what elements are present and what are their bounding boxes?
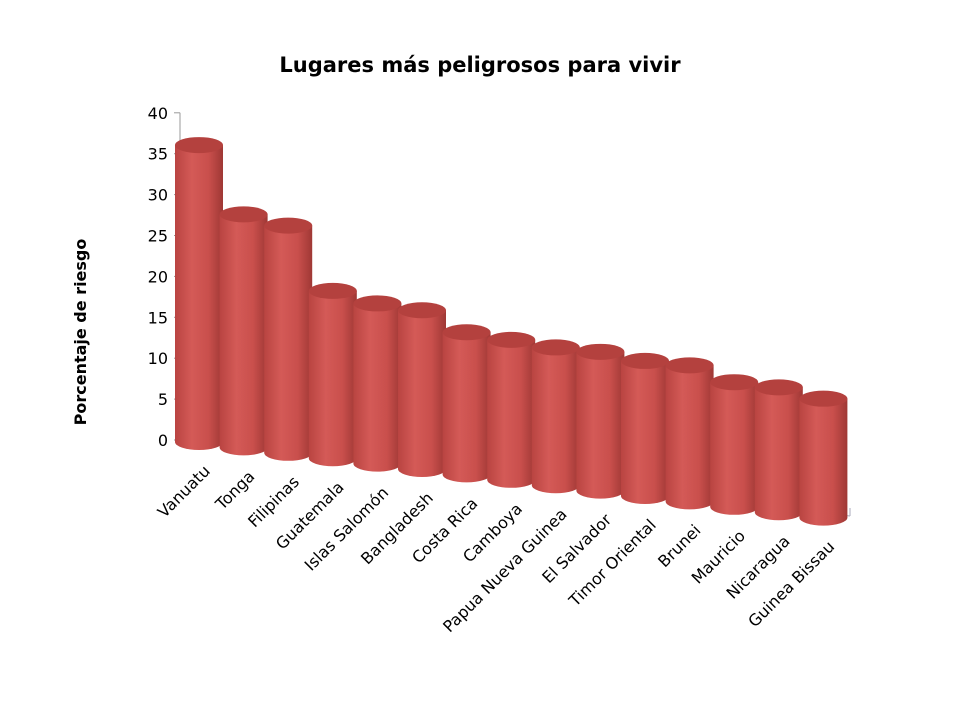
- bar: [487, 331, 536, 488]
- bar: [308, 282, 357, 467]
- bar-top: [353, 295, 402, 312]
- y-tick-label: 15: [148, 308, 168, 327]
- bar-top: [576, 343, 625, 360]
- y-axis-label: Porcentaje de riesgo: [71, 239, 90, 426]
- bar-body: [576, 351, 625, 499]
- x-tick-label: Timor Oriental: [564, 515, 659, 610]
- bar-top: [621, 352, 669, 369]
- bar-top: [487, 331, 536, 348]
- y-tick-label: 20: [148, 267, 168, 286]
- bar: [665, 357, 714, 510]
- bar-top: [308, 282, 357, 299]
- bar: [754, 379, 803, 521]
- bar: [398, 302, 446, 477]
- bar-body: [175, 145, 223, 451]
- bar-top: [531, 339, 580, 356]
- bar-top: [665, 357, 714, 374]
- bar-top: [219, 206, 268, 223]
- bar-body: [264, 225, 313, 461]
- bar-body: [665, 365, 714, 510]
- bar-body: [398, 310, 446, 477]
- bar-body: [308, 290, 357, 467]
- bar: [710, 374, 759, 515]
- y-tick-label: 30: [148, 186, 168, 205]
- y-tick-label: 25: [148, 227, 168, 246]
- bar: [175, 137, 223, 451]
- bar-top: [398, 302, 446, 319]
- y-tick-label: 10: [148, 349, 168, 368]
- bar-top: [264, 217, 313, 234]
- y-tick-label: 5: [158, 390, 168, 409]
- x-tick-label: Guinea Bissau: [744, 537, 838, 631]
- y-tick-label: 35: [148, 145, 168, 164]
- bar: [799, 390, 848, 526]
- y-tick-label: 0: [158, 431, 168, 450]
- bar-top: [442, 324, 491, 341]
- bar-top: [710, 374, 759, 391]
- bar-top: [799, 390, 848, 407]
- bar-body: [442, 332, 491, 483]
- bar-body: [353, 303, 402, 472]
- bar: [621, 352, 669, 504]
- y-tick-label: 40: [148, 104, 168, 123]
- bar-top: [754, 379, 803, 396]
- bar: [353, 295, 402, 472]
- bar-body: [710, 382, 759, 515]
- bar-top: [175, 137, 223, 154]
- bar-body: [487, 339, 536, 488]
- chart-title: Lugares más peligrosos para vivir: [279, 53, 681, 77]
- bar-body: [621, 360, 669, 504]
- x-tick-label: Vanuatu: [154, 461, 214, 521]
- bar-body: [219, 214, 268, 456]
- bar: [219, 206, 268, 456]
- bar-body: [754, 387, 803, 521]
- bar-body: [531, 347, 580, 494]
- bar-body: [799, 398, 848, 526]
- bar: [576, 343, 625, 499]
- bar: [442, 324, 491, 483]
- x-tick-label: Tonga: [211, 467, 258, 514]
- bar: [531, 339, 580, 494]
- bar: [264, 217, 313, 461]
